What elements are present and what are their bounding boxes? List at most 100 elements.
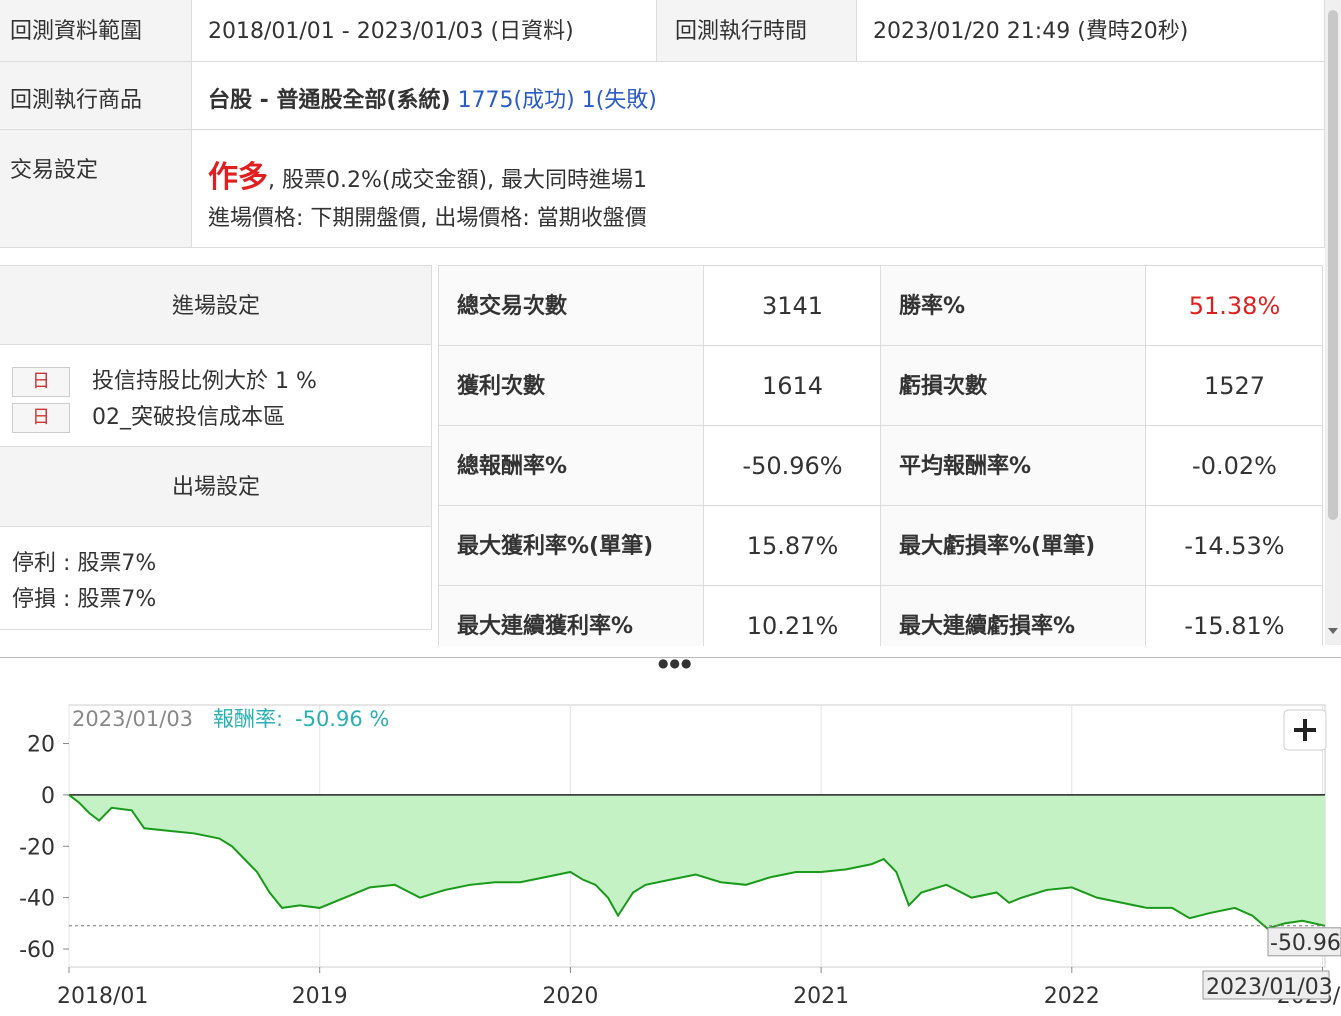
line [68,794,1326,930]
label: 回測執行時間 [675,19,808,44]
stat-value: 1614 [761,372,824,400]
scrollbar[interactable] [1325,0,1341,645]
stat-label: 總報酬率% [457,454,568,479]
value: 2018/01/01 - 2023/01/03 (日資料) [208,19,574,44]
stat-label: 最大連續虧損率% [899,614,1076,639]
panel-body: 日投信持股比例大於 1 % 日 02_突破投信成本區 [0,345,432,447]
stat-cell: 15.87% [704,506,881,586]
cell: 回測執行時間 [657,0,857,62]
zoom-icon [1294,719,1316,741]
stats-table: 總交易次數 3141 勝率% 51.38% 獲利次數 1614 虧損次數 1527 總報酬率% -… [438,265,1323,646]
rule: 停利 : 股票7% [12,551,157,576]
value-line: 台股 - 普通股全部(系統) 1775(成功) 1(失敗) [208,82,657,114]
stat-value: 1527 [1203,372,1266,400]
stat-cell: 最大虧損率%(單筆) [881,506,1146,586]
last-value-box [1267,927,1341,957]
y-tick-label: -20 [19,835,55,860]
stat-label: 勝率% [899,294,966,319]
x-tick-label: 2020 [542,984,598,1009]
header-date: 2023/01/03 [72,707,193,731]
stat-cell: 總報酬率% [439,426,704,506]
stat-value: -14.53% [1184,532,1285,560]
cell: 回測資料範圍 [0,0,192,62]
stat-cell: 1614 [704,346,881,426]
hover-date-box [1202,970,1330,1000]
stat-value: 3141 [761,292,824,320]
stat-cell: 最大連續獲利率% [439,586,704,646]
condition-text: 投信持股比例大於 1 % [92,369,317,394]
y-tick-label: -60 [19,938,55,963]
condition-text: 02_突破投信成本區 [92,405,285,430]
fee: , 股票0.2%(成交金額), 最大同時進場1 [268,168,648,193]
stat-cell: 獲利次數 [439,346,704,426]
scroll-arrow[interactable] [1328,628,1338,634]
label: 回測資料範圍 [10,19,143,44]
x-tick-label: 2019 [292,984,348,1009]
stat-cell: 最大獲利率%(單筆) [439,506,704,586]
stat-label: 最大連續獲利率% [457,614,634,639]
cell: 2023/01/20 21:49 (費時20秒) [857,0,1325,62]
x-tick-label: 2021 [793,984,849,1009]
panel-body: 停利 : 股票7% 停損 : 股票7% [0,527,432,630]
value: 2023/01/20 21:49 (費時20秒) [873,19,1189,44]
chart: 2018/0120192020202120222023/01200-20-40-… [19,704,1341,1009]
stat-cell: 51.38% [1146,266,1323,346]
stat-cell: 3141 [704,266,881,346]
last-value-label: -50.96 [1270,931,1341,956]
stat-value: 10.21% [746,612,839,640]
badge: 日 [12,403,70,433]
stat-value: 15.87% [746,532,839,560]
stat-cell: 虧損次數 [881,346,1146,426]
panel-header: 進場設定 [0,265,432,345]
y-tick-label: -40 [19,887,55,912]
stat-value: -15.81% [1184,612,1285,640]
label: 交易設定 [10,158,99,183]
cell: 回測執行商品 [0,62,192,130]
stat-cell: 總交易次數 [439,266,704,346]
stat-cell: 10.21% [704,586,881,646]
stat-cell: -50.96% [704,426,881,506]
stat-label: 平均報酬率% [899,454,1032,479]
x-tick-label: 2022 [1044,984,1100,1009]
value-line: 作多, 股票0.2%(成交金額), 最大同時進場1 [208,152,647,196]
stat-label: 虧損次數 [899,374,988,399]
stat-label: 獲利次數 [457,374,546,399]
cell: 台股 - 普通股全部(系統) 1775(成功) 1(失敗) [192,62,1325,130]
value: 台股 - 普通股全部(系統) [208,88,451,113]
rule: 停損 : 股票7% [12,587,157,612]
cell: 作多, 股票0.2%(成交金額), 最大同時進場1 進場價格: 下期開盤價, 出… [192,130,1325,248]
stat-cell: -15.81% [1146,586,1323,646]
area [69,794,1325,929]
stat-cell: -0.02% [1146,426,1323,506]
divider [0,657,1341,658]
stat-cell: 1527 [1146,346,1323,426]
resize-handle[interactable]: ●●● [658,656,693,670]
x-tick-label: 2018/01 [57,984,148,1009]
stat-cell: -14.53% [1146,506,1323,586]
stat-label: 總交易次數 [457,294,568,319]
stat-cell: 平均報酬率% [881,426,1146,506]
header-label: 報酬率: [213,707,283,731]
header-value: -50.96 % [295,707,389,731]
panel-header: 出場設定 [0,447,432,527]
title: 出場設定 [171,475,260,500]
y-tick-label: 0 [41,784,55,809]
condition: 日 02_突破投信成本區 [12,399,285,433]
stat-value: -50.96% [742,452,843,480]
stat-label: 最大虧損率%(單筆) [899,534,1096,559]
y-tick-label: 20 [27,733,55,758]
cell: 2018/01/01 - 2023/01/03 (日資料) [192,0,657,62]
scroll-thumb[interactable] [1328,10,1338,520]
stat-cell: 勝率% [881,266,1146,346]
stat-label: 最大獲利率%(單筆) [457,534,654,559]
label: 回測執行商品 [10,88,143,113]
success-count[interactable]: 1775(成功) [457,88,575,113]
stat-value: -0.02% [1192,452,1277,480]
cell: 交易設定 [0,130,192,248]
hover-date-label: 2023/01/03 [1206,975,1333,1000]
fail-count[interactable]: 1(失敗) [581,88,657,113]
price: 進場價格: 下期開盤價, 出場價格: 當期收盤價 [208,206,647,231]
title: 進場設定 [171,294,260,319]
zoom-button[interactable] [1283,709,1327,751]
